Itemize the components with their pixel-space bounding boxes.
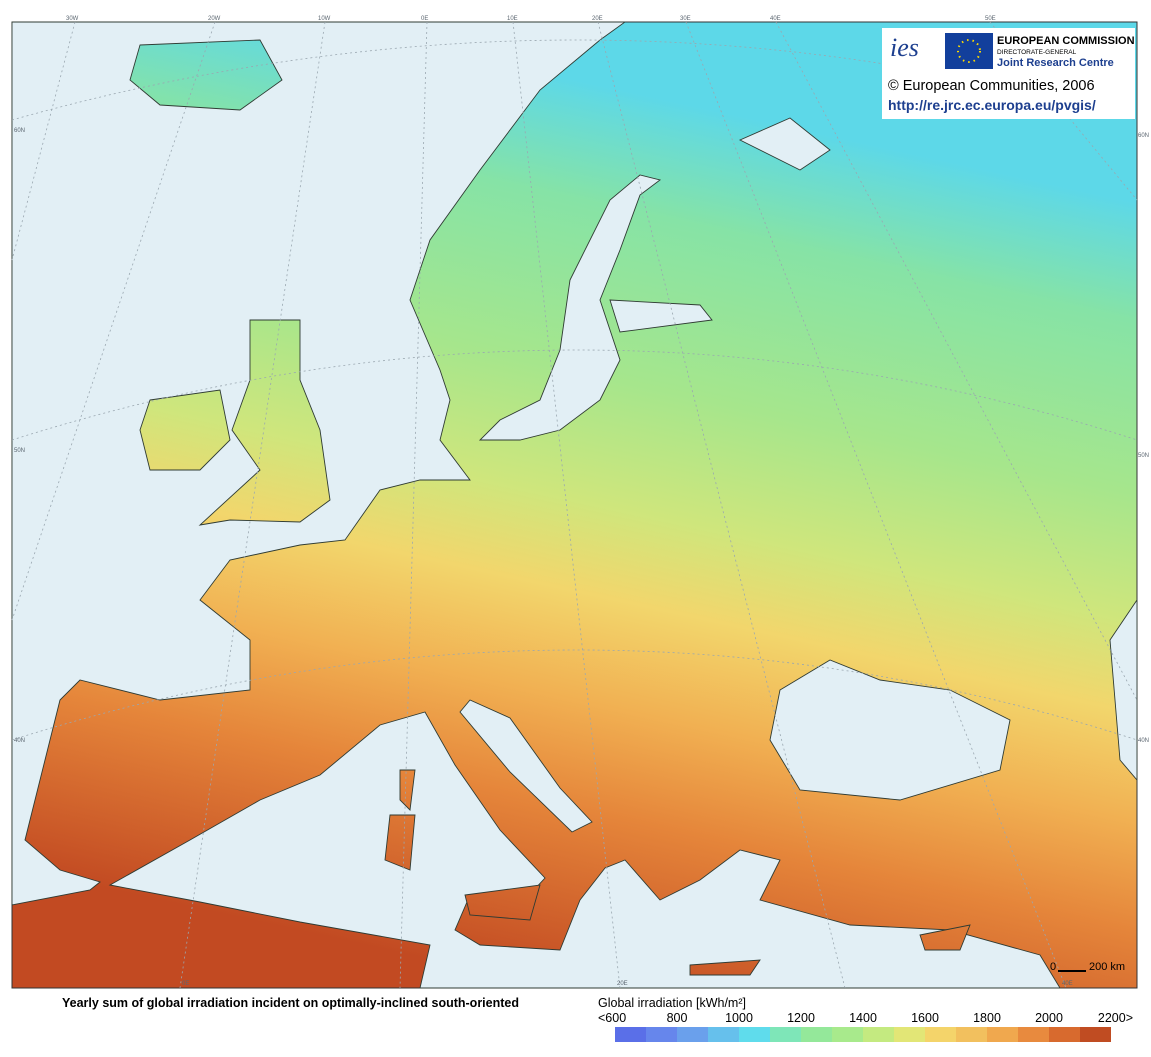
legend-title: Global irradiation [kWh/m²] <box>598 996 746 1010</box>
graticule-label: 60N <box>14 128 25 134</box>
centre: Joint Research Centre <box>997 57 1114 69</box>
graticule-label: 20E <box>617 981 628 987</box>
meridian <box>399 21 428 989</box>
legend-label: <600 <box>598 1011 626 1025</box>
legend-swatch <box>677 1027 708 1042</box>
great-britain <box>198 319 331 526</box>
meridian <box>685 21 1067 989</box>
meridian <box>775 21 1138 701</box>
mediterranean <box>108 711 1061 989</box>
legend-label: 2200> <box>1098 1011 1133 1025</box>
sicily <box>464 884 541 921</box>
legend-swatch <box>739 1027 770 1042</box>
meridian <box>11 21 216 621</box>
legend-swatch <box>646 1027 677 1042</box>
legend: Global irradiation [kWh/m²] <600 800 1000 1… <box>598 996 1133 1042</box>
legend-swatch <box>987 1027 1018 1042</box>
graticule-label: 20E <box>592 16 603 22</box>
graticule-label: 40E <box>1062 981 1073 987</box>
header-box: ies EUROPEAN COMMISSION DIRECTORATE-GENE… <box>882 28 1135 119</box>
cyprus <box>919 924 971 951</box>
legend-swatch <box>1049 1027 1080 1042</box>
ies-logo: ies <box>890 33 919 62</box>
legend-swatch <box>1018 1027 1049 1042</box>
legend-swatch <box>770 1027 801 1042</box>
graticule-label: 50E <box>985 16 996 22</box>
legend-label: 1200 <box>787 1011 815 1025</box>
commission: EUROPEAN COMMISSION <box>997 35 1135 47</box>
corsica <box>399 769 416 811</box>
iceland <box>129 39 283 111</box>
legend-swatch <box>708 1027 739 1042</box>
legend-label: 1800 <box>973 1011 1001 1025</box>
map: 30W 20W 10W 0E 10E 20E 30E 40E 50E 0E 20… <box>11 16 1149 989</box>
legend-swatch <box>925 1027 956 1042</box>
eu-flag <box>945 33 993 69</box>
graticule-label: 0E <box>421 16 428 22</box>
crete <box>689 959 761 976</box>
legend-swatch <box>832 1027 863 1042</box>
header-background <box>882 28 1135 119</box>
graticule-label: 60N <box>1138 133 1149 139</box>
graticule-label: 30E <box>680 16 691 22</box>
legend-swatch <box>863 1027 894 1042</box>
graticule-label: 40E <box>770 16 781 22</box>
footer-title: Yearly sum of global irradiation inciden… <box>62 996 519 1010</box>
legend-label: 2000 <box>1035 1011 1063 1025</box>
eu-stars <box>957 39 981 63</box>
white-sea <box>738 117 831 171</box>
legend-label: 1000 <box>725 1011 753 1025</box>
baltic <box>478 174 662 441</box>
legend-swatch <box>801 1027 832 1042</box>
ireland <box>139 389 231 471</box>
graticule-label: 0E <box>182 981 189 987</box>
meridian <box>512 21 621 989</box>
graticule-label: 10E <box>507 16 518 22</box>
graticule-label: 50N <box>14 448 25 454</box>
copyright: © European Communities, 2006 <box>888 78 1095 94</box>
url: http://re.jrc.ec.europa.eu/pvgis/ <box>888 97 1096 113</box>
sardinia <box>384 814 416 871</box>
islands <box>129 39 971 976</box>
legend-swatch <box>956 1027 987 1042</box>
graticule-label: 30W <box>66 16 79 22</box>
graticule-label: 20W <box>208 16 221 22</box>
graticule-label: 40N <box>14 738 25 744</box>
legend-label: 800 <box>667 1011 688 1025</box>
legend-swatch <box>894 1027 925 1042</box>
legend-swatch <box>615 1027 646 1042</box>
directorate: DIRECTORATE-GENERAL <box>997 49 1077 56</box>
graticule-label: 10W <box>318 16 331 22</box>
scale-bar: 0 200 km <box>1050 961 1125 973</box>
scale-end: 200 km <box>1089 961 1125 973</box>
scale-start: 0 <box>1050 961 1056 973</box>
meridian <box>11 21 76 261</box>
graticule-label: 50N <box>1138 453 1149 459</box>
graticule-label: 40N <box>1138 738 1149 744</box>
meridian <box>597 21 846 989</box>
black-sea <box>769 659 1011 801</box>
legend-label: 1400 <box>849 1011 877 1025</box>
adriatic <box>459 699 593 833</box>
legend-swatch <box>1080 1027 1111 1042</box>
legend-label: 1600 <box>911 1011 939 1025</box>
caspian <box>1109 598 1138 782</box>
